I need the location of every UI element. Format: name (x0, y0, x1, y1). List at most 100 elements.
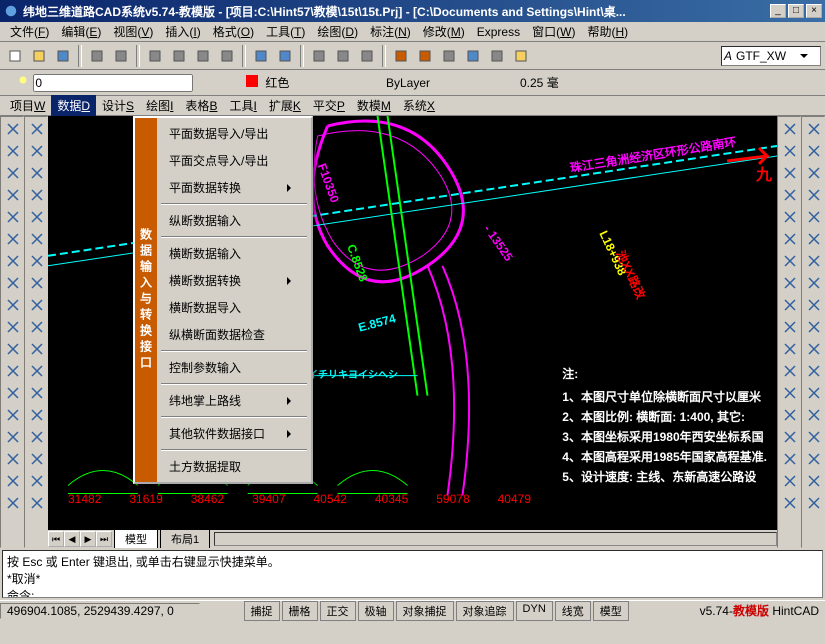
tab-nav-first[interactable]: ⏮ (48, 531, 64, 547)
mod-rotate-icon[interactable] (780, 251, 800, 271)
tab-model[interactable]: 模型 (114, 529, 158, 548)
color-combo[interactable]: 红色 (246, 74, 376, 91)
aux-t2-icon[interactable] (804, 141, 824, 161)
mod-offset-icon[interactable] (780, 185, 800, 205)
preview-icon[interactable] (110, 45, 132, 67)
menuitem-纵断数据输入[interactable]: 纵断数据输入 (157, 207, 311, 234)
draw2-line-icon[interactable] (27, 119, 47, 139)
cut-icon[interactable] (144, 45, 166, 67)
toggle-对象追踪[interactable]: 对象追踪 (456, 601, 514, 621)
draw2-spline-icon[interactable] (27, 273, 47, 293)
mod-match-icon[interactable] (780, 471, 800, 491)
block-icon[interactable] (486, 45, 508, 67)
aux-t15-icon[interactable] (804, 427, 824, 447)
draw-ray-icon[interactable] (3, 141, 23, 161)
menu-窗口[interactable]: 窗口(W) (526, 21, 581, 42)
draw2-circle-icon[interactable] (27, 251, 47, 271)
submenu-数模[interactable]: 数模M (351, 95, 397, 116)
tool1-icon[interactable] (390, 45, 412, 67)
aux-t9-icon[interactable] (804, 295, 824, 315)
draw2-point-icon[interactable] (27, 339, 47, 359)
draw-block-icon[interactable] (3, 317, 23, 337)
menu-帮助[interactable]: 帮助(H) (581, 21, 634, 42)
aux-t13-icon[interactable] (804, 383, 824, 403)
draw-ellipse-icon[interactable] (3, 295, 23, 315)
aux-t11-icon[interactable] (804, 339, 824, 359)
copy-icon[interactable] (168, 45, 190, 67)
draw2-dim-icon[interactable] (27, 449, 47, 469)
menuitem-其他软件数据接口[interactable]: 其他软件数据接口 (157, 420, 311, 447)
aux-t14-icon[interactable] (804, 405, 824, 425)
drawing-canvas[interactable]: 珠江三角洲经济区环形公路南环 九 E.8574 C.8528 F10350 - … (48, 116, 777, 548)
draw-text-icon[interactable] (3, 427, 23, 447)
menuitem-纬地掌上路线[interactable]: 纬地掌上路线 (157, 387, 311, 414)
menu-修改[interactable]: 修改(M) (417, 21, 471, 42)
linetype-combo[interactable]: ByLayer (380, 76, 510, 90)
menuitem-横断数据输入[interactable]: 横断数据输入 (157, 240, 311, 267)
aux-t6-icon[interactable] (804, 229, 824, 249)
draw2-dim2-icon[interactable] (27, 471, 47, 491)
draw-pline-icon[interactable] (3, 163, 23, 183)
aux-t7-icon[interactable] (804, 251, 824, 271)
menuitem-平面数据导入/导出[interactable]: 平面数据导入/导出 (157, 120, 311, 147)
menuitem-土方数据提取[interactable]: 土方数据提取 (157, 453, 311, 480)
menuitem-横断数据转换[interactable]: 横断数据转换 (157, 267, 311, 294)
draw-arc-icon[interactable] (3, 229, 23, 249)
submenu-绘图[interactable]: 绘图I (140, 95, 179, 116)
mod-fillet-icon[interactable] (780, 405, 800, 425)
mod-trim-icon[interactable] (780, 317, 800, 337)
draw2-hatch-icon[interactable] (27, 361, 47, 381)
aux-t4-icon[interactable] (804, 185, 824, 205)
aux-t12-icon[interactable] (804, 361, 824, 381)
toggle-DYN[interactable]: DYN (516, 601, 553, 621)
close-button[interactable]: × (806, 4, 822, 18)
menu-标注[interactable]: 标注(N) (364, 21, 417, 42)
paste-icon[interactable] (192, 45, 214, 67)
draw2-arc-icon[interactable] (27, 229, 47, 249)
submenu-设计[interactable]: 设计S (96, 95, 140, 116)
submenu-平交[interactable]: 平交P (307, 95, 351, 116)
menu-格式[interactable]: 格式(O) (207, 21, 260, 42)
toggle-正交[interactable]: 正交 (320, 601, 356, 621)
mod-copy-icon[interactable] (780, 141, 800, 161)
draw-point-icon[interactable] (3, 339, 23, 359)
submenu-数据[interactable]: 数据D (51, 95, 96, 116)
menuitem-平面交点导入/导出[interactable]: 平面交点导入/导出 (157, 147, 311, 174)
draw2-region-icon[interactable] (27, 383, 47, 403)
command-line[interactable]: 按 Esc 或 Enter 键退出, 或单击右键显示快捷菜单。 *取消* 命令: (2, 550, 823, 598)
undo-icon[interactable] (250, 45, 272, 67)
print-icon[interactable] (86, 45, 108, 67)
zoom-prev-icon[interactable] (356, 45, 378, 67)
aux-t5-icon[interactable] (804, 207, 824, 227)
draw2-polygon-icon[interactable] (27, 185, 47, 205)
toggle-模型[interactable]: 模型 (593, 601, 629, 621)
aux-t8-icon[interactable] (804, 273, 824, 293)
draw2-rect-icon[interactable] (27, 207, 47, 227)
menuitem-横断数据导入[interactable]: 横断数据导入 (157, 294, 311, 321)
submenu-系统[interactable]: 系统X (397, 95, 441, 116)
props-icon[interactable] (216, 45, 238, 67)
toggle-对象捕捉[interactable]: 对象捕捉 (396, 601, 454, 621)
pan-icon[interactable] (308, 45, 330, 67)
draw-line-icon[interactable] (3, 119, 23, 139)
aux-t16-icon[interactable] (804, 449, 824, 469)
menu-工具[interactable]: 工具(T) (260, 21, 311, 42)
layer-combo[interactable] (16, 73, 226, 92)
draw-region-icon[interactable] (3, 383, 23, 403)
mod-aux-icon[interactable] (780, 493, 800, 513)
mod-move-icon[interactable] (780, 229, 800, 249)
submenu-扩展[interactable]: 扩展K (263, 95, 307, 116)
table-icon[interactable] (462, 45, 484, 67)
draw2-pline-icon[interactable] (27, 163, 47, 183)
draw-circle-icon[interactable] (3, 251, 23, 271)
draw-spline-icon[interactable] (3, 273, 23, 293)
mod-break-icon[interactable] (780, 361, 800, 381)
mod-props-icon[interactable] (780, 449, 800, 469)
submenu-项目[interactable]: 项目W (4, 95, 51, 116)
toggle-极轴[interactable]: 极轴 (358, 601, 394, 621)
draw-hatch-icon[interactable] (3, 361, 23, 381)
toggle-栅格[interactable]: 栅格 (282, 601, 318, 621)
mod-extend-icon[interactable] (780, 339, 800, 359)
menuitem-平面数据转换[interactable]: 平面数据转换 (157, 174, 311, 201)
menu-文件[interactable]: 文件(F) (4, 21, 55, 42)
